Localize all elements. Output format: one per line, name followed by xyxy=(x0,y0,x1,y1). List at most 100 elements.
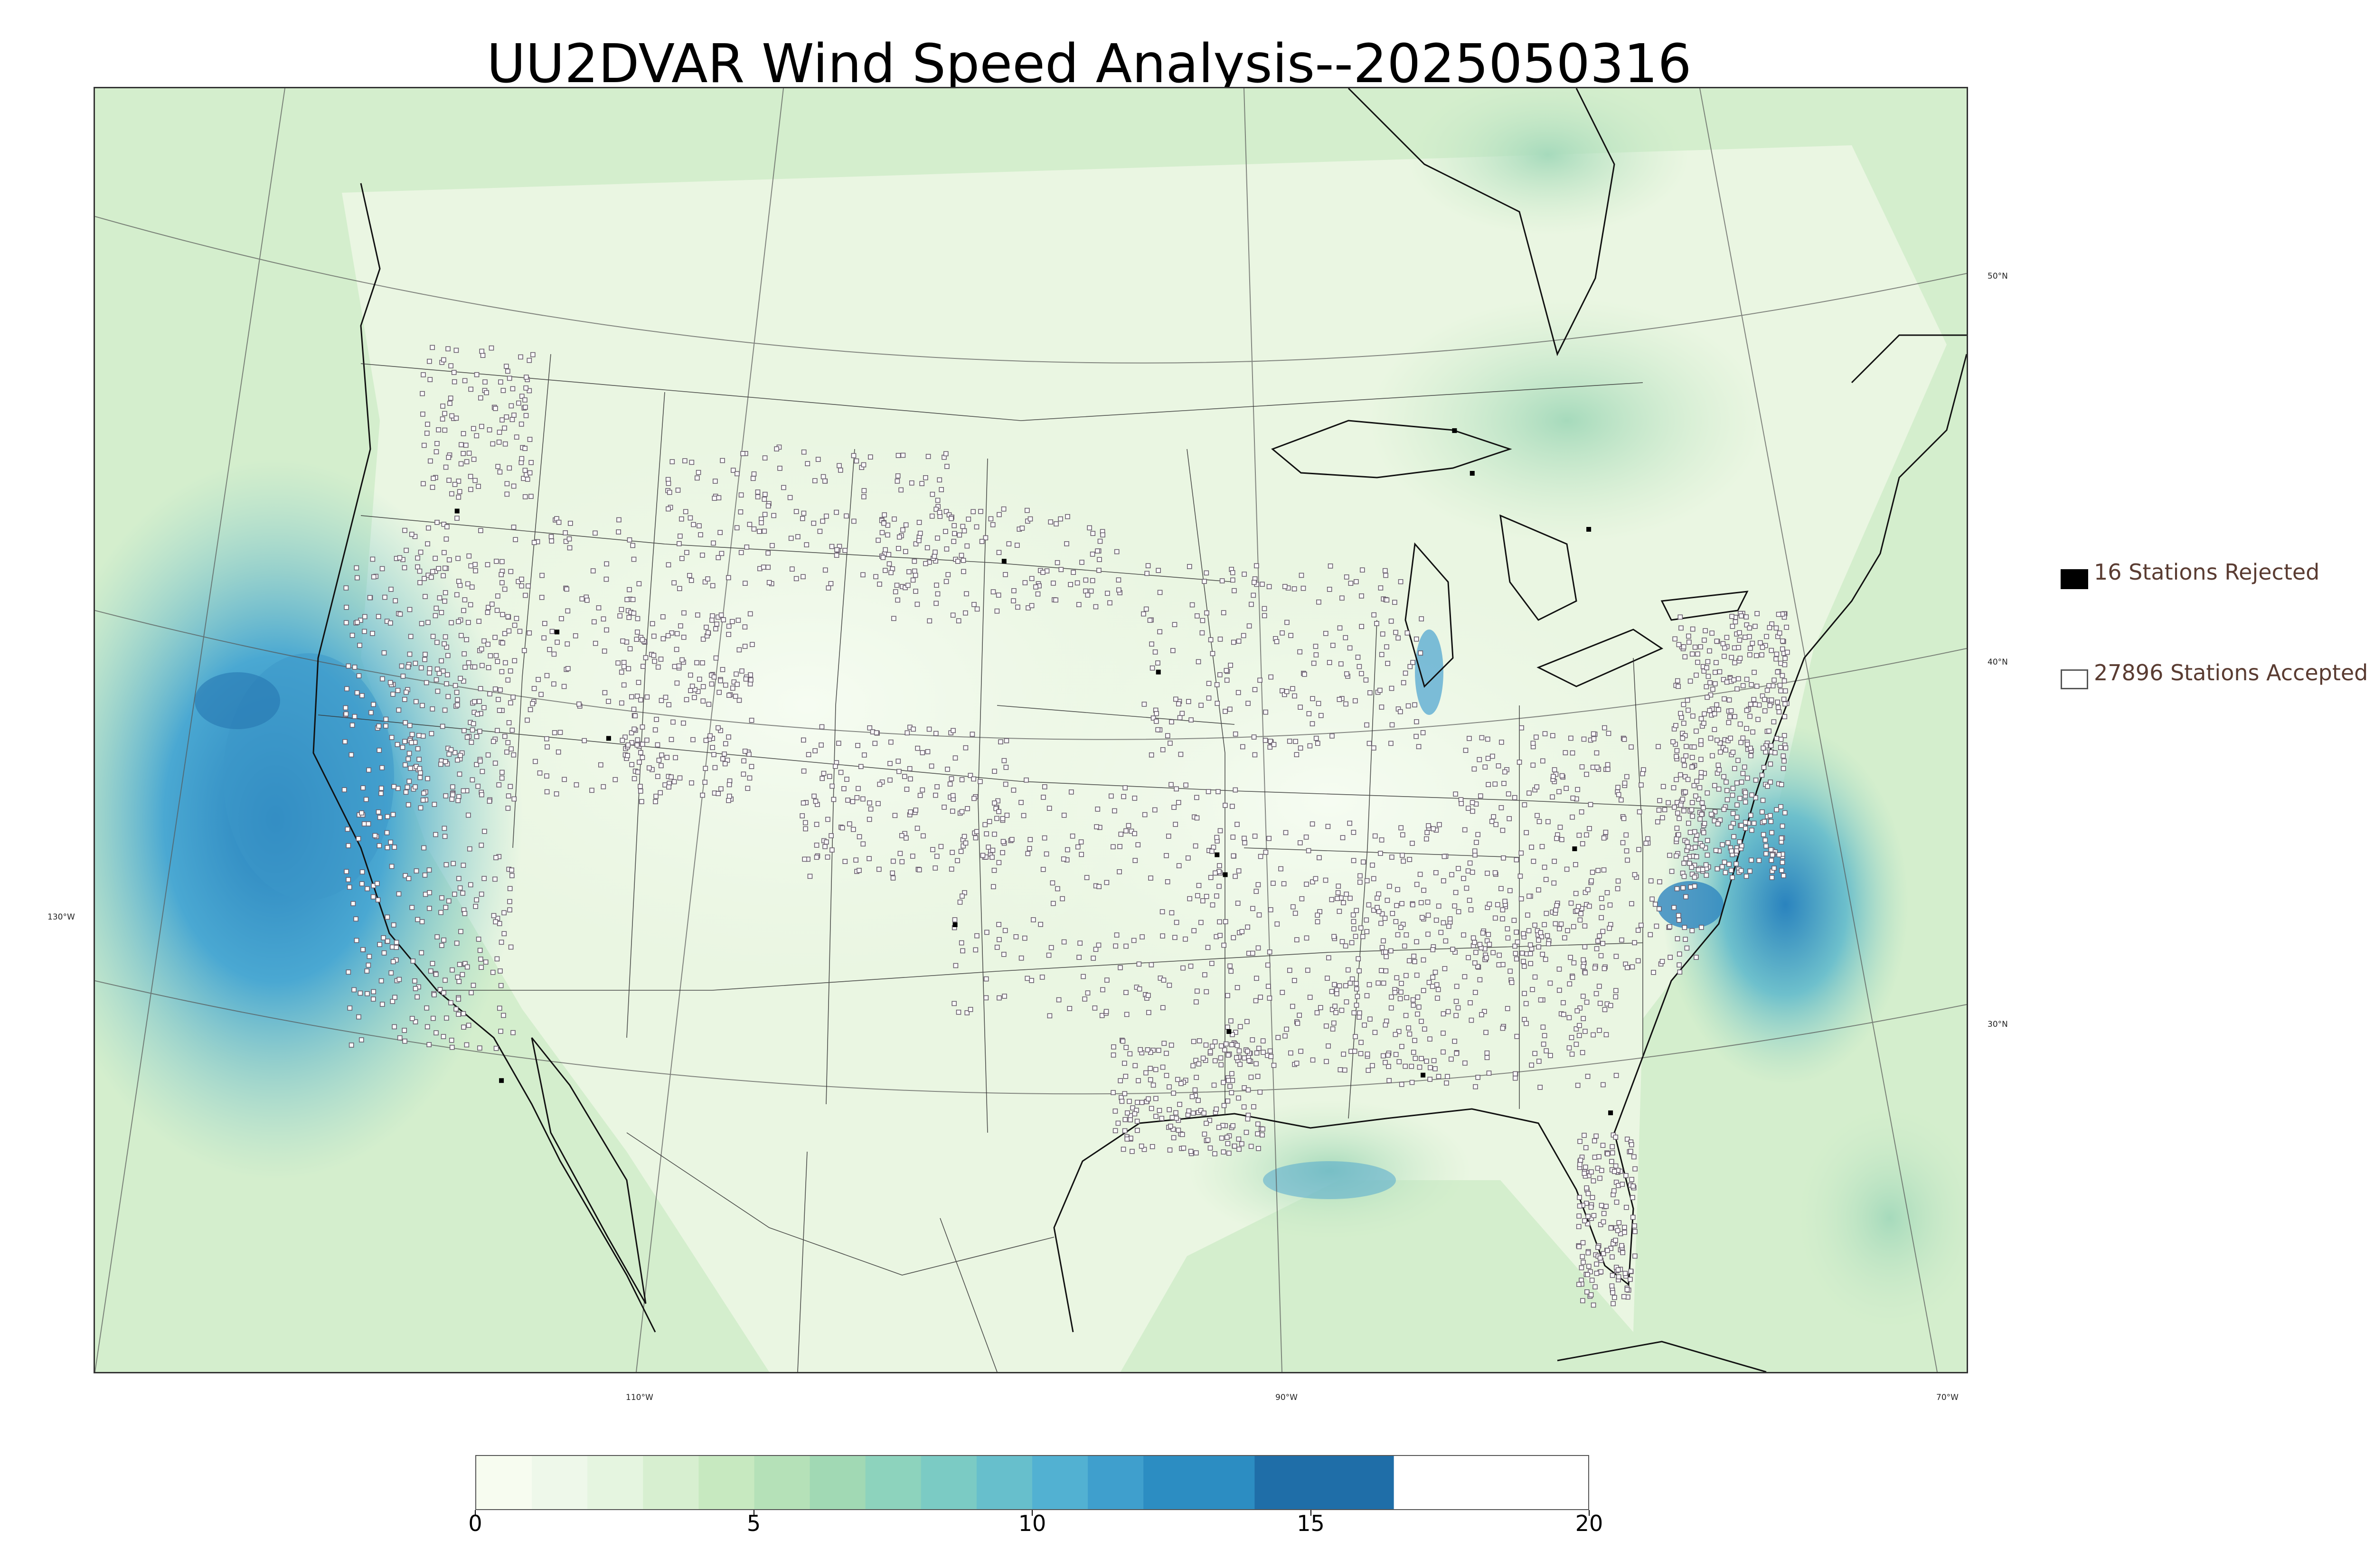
accepted-station-marker xyxy=(1781,758,1787,764)
accepted-station-marker xyxy=(1000,839,1006,844)
accepted-station-marker xyxy=(1141,702,1147,707)
accepted-station-marker xyxy=(358,1037,364,1042)
accepted-station-marker xyxy=(987,819,992,824)
accepted-station-marker xyxy=(867,725,873,731)
accepted-station-marker xyxy=(505,614,511,620)
accepted-station-marker xyxy=(461,863,466,868)
accepted-station-marker xyxy=(974,524,980,530)
accepted-station-marker xyxy=(1227,1083,1233,1089)
accepted-station-marker xyxy=(720,667,725,672)
accepted-station-marker xyxy=(1366,982,1372,987)
accepted-station-marker xyxy=(949,516,954,521)
accepted-station-marker xyxy=(1357,664,1362,669)
accepted-station-marker xyxy=(462,651,467,657)
accepted-station-marker xyxy=(1413,636,1419,642)
colorbar-tick-mark xyxy=(1032,1510,1033,1516)
accepted-station-marker xyxy=(820,776,825,781)
accepted-station-marker xyxy=(1682,654,1688,659)
colorbar-segment xyxy=(587,1456,643,1509)
accepted-station-marker xyxy=(508,700,513,705)
accepted-station-marker xyxy=(522,494,528,499)
accepted-station-marker xyxy=(1383,1060,1388,1065)
accepted-station-marker xyxy=(828,581,834,586)
accepted-station-marker xyxy=(508,668,513,674)
accepted-station-marker xyxy=(1275,1035,1281,1040)
accepted-station-marker xyxy=(1601,1211,1607,1216)
accepted-station-marker xyxy=(1139,1099,1145,1105)
accepted-station-marker xyxy=(1667,924,1672,930)
accepted-station-marker xyxy=(1577,1195,1582,1200)
accepted-station-marker xyxy=(1124,1012,1130,1017)
accepted-station-marker xyxy=(1490,753,1495,759)
accepted-station-marker xyxy=(1375,905,1380,910)
accepted-station-marker xyxy=(1260,582,1265,587)
accepted-station-marker xyxy=(1553,921,1558,927)
accepted-station-marker xyxy=(1721,677,1726,682)
accepted-station-marker xyxy=(501,1013,506,1018)
accepted-station-marker xyxy=(1357,873,1363,879)
accepted-station-marker xyxy=(445,346,451,352)
accepted-station-marker xyxy=(415,564,420,570)
accepted-station-marker xyxy=(1594,1270,1600,1276)
accepted-station-marker xyxy=(378,978,384,984)
accepted-station-marker xyxy=(1223,919,1228,924)
accepted-station-marker xyxy=(1564,866,1570,872)
accepted-station-marker xyxy=(1599,905,1605,910)
accepted-station-marker xyxy=(1610,1290,1615,1296)
accepted-station-marker xyxy=(1648,932,1653,938)
accepted-station-marker xyxy=(1707,648,1712,654)
accepted-station-marker xyxy=(1491,814,1496,819)
accepted-station-marker xyxy=(1729,655,1734,660)
accepted-stations-label: 27896 Stations Accepted xyxy=(2094,660,2368,685)
accepted-station-marker xyxy=(1447,916,1453,921)
accepted-station-marker xyxy=(893,589,898,594)
accepted-station-marker xyxy=(1518,896,1524,901)
accepted-station-marker xyxy=(442,427,448,433)
accepted-station-marker xyxy=(1570,814,1575,820)
accepted-station-marker xyxy=(485,752,491,758)
accepted-station-marker xyxy=(1337,697,1342,702)
lon-label-110: 110°W xyxy=(626,1393,653,1402)
accepted-station-marker xyxy=(533,759,538,764)
accepted-station-marker xyxy=(1179,1132,1185,1137)
accepted-station-marker xyxy=(1022,580,1028,585)
accepted-station-marker xyxy=(1252,687,1258,692)
accepted-station-marker xyxy=(1333,1010,1338,1015)
accepted-station-marker xyxy=(381,650,387,656)
accepted-station-marker xyxy=(1466,806,1471,811)
accepted-station-marker xyxy=(695,475,700,481)
accepted-station-marker xyxy=(419,621,424,626)
accepted-station-marker xyxy=(1412,702,1417,708)
accepted-station-marker xyxy=(1771,865,1777,871)
accepted-station-marker xyxy=(960,948,965,954)
accepted-station-marker xyxy=(1393,1052,1399,1057)
accepted-station-marker xyxy=(1674,748,1680,753)
accepted-station-marker xyxy=(1251,734,1257,740)
accepted-station-marker xyxy=(471,721,476,726)
accepted-station-marker xyxy=(1221,942,1226,948)
wind-speed-map[interactable] xyxy=(94,87,1968,1373)
accepted-station-marker xyxy=(1690,626,1696,632)
accepted-station-marker xyxy=(1082,996,1087,1002)
accepted-station-marker xyxy=(1242,840,1247,845)
accepted-station-marker xyxy=(469,584,475,590)
accepted-station-marker xyxy=(564,586,569,592)
station-markers xyxy=(341,345,1790,1308)
accepted-station-marker xyxy=(1744,708,1750,713)
accepted-station-marker xyxy=(527,388,532,394)
accepted-station-marker xyxy=(1580,1050,1585,1055)
accepted-station-marker xyxy=(1002,928,1008,933)
accepted-station-marker xyxy=(1704,684,1709,689)
accepted-station-marker xyxy=(1375,895,1380,901)
accepted-station-marker xyxy=(1009,837,1015,842)
accepted-station-marker xyxy=(1219,1043,1224,1049)
accepted-station-marker xyxy=(433,972,439,977)
accepted-station-marker xyxy=(1290,1004,1295,1009)
accepted-station-marker xyxy=(343,705,349,711)
accepted-station-marker xyxy=(1339,939,1345,944)
accepted-station-marker xyxy=(1382,916,1388,921)
accepted-station-marker xyxy=(1339,595,1345,601)
accepted-station-marker xyxy=(376,809,381,815)
accepted-station-marker xyxy=(417,580,423,585)
accepted-station-marker xyxy=(498,1029,503,1034)
